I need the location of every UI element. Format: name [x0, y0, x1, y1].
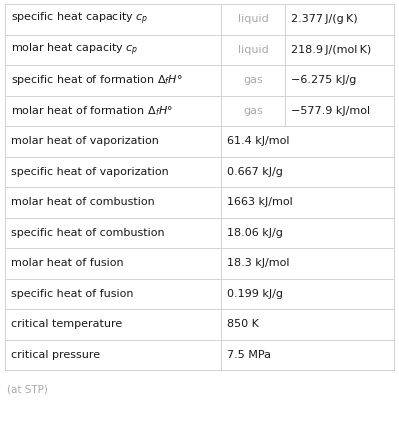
Text: critical temperature: critical temperature: [11, 319, 122, 329]
Text: 61.4 kJ/mol: 61.4 kJ/mol: [227, 136, 289, 146]
Text: specific heat of formation $\Delta_f H\degree$: specific heat of formation $\Delta_f H\d…: [11, 73, 183, 87]
Text: 218.9 J/(mol K): 218.9 J/(mol K): [291, 45, 371, 55]
Text: 0.667 kJ/g: 0.667 kJ/g: [227, 167, 283, 177]
Text: 18.3 kJ/mol: 18.3 kJ/mol: [227, 258, 289, 268]
Text: specific heat of combustion: specific heat of combustion: [11, 228, 165, 238]
Text: molar heat capacity $c_p$: molar heat capacity $c_p$: [11, 42, 138, 58]
Text: critical pressure: critical pressure: [11, 350, 100, 360]
Text: specific heat capacity $c_p$: specific heat capacity $c_p$: [11, 11, 148, 27]
Text: 7.5 MPa: 7.5 MPa: [227, 350, 271, 360]
Text: 1663 kJ/mol: 1663 kJ/mol: [227, 197, 292, 207]
Text: specific heat of vaporization: specific heat of vaporization: [11, 167, 169, 177]
Text: liquid: liquid: [238, 45, 269, 55]
Text: (at STP): (at STP): [7, 384, 48, 394]
Text: specific heat of fusion: specific heat of fusion: [11, 289, 134, 299]
Text: liquid: liquid: [238, 14, 269, 24]
Text: 2.377 J/(g K): 2.377 J/(g K): [291, 14, 358, 24]
Text: molar heat of formation $\Delta_f H\degree$: molar heat of formation $\Delta_f H\degr…: [11, 104, 173, 117]
Text: −6.275 kJ/g: −6.275 kJ/g: [291, 75, 356, 85]
Text: gas: gas: [243, 106, 263, 116]
Text: 850 K: 850 K: [227, 319, 259, 329]
Text: −577.9 kJ/mol: −577.9 kJ/mol: [291, 106, 370, 116]
Text: molar heat of vaporization: molar heat of vaporization: [11, 136, 159, 146]
Text: molar heat of fusion: molar heat of fusion: [11, 258, 124, 268]
Text: 0.199 kJ/g: 0.199 kJ/g: [227, 289, 283, 299]
Text: molar heat of combustion: molar heat of combustion: [11, 197, 155, 207]
Text: gas: gas: [243, 75, 263, 85]
Text: 18.06 kJ/g: 18.06 kJ/g: [227, 228, 283, 238]
